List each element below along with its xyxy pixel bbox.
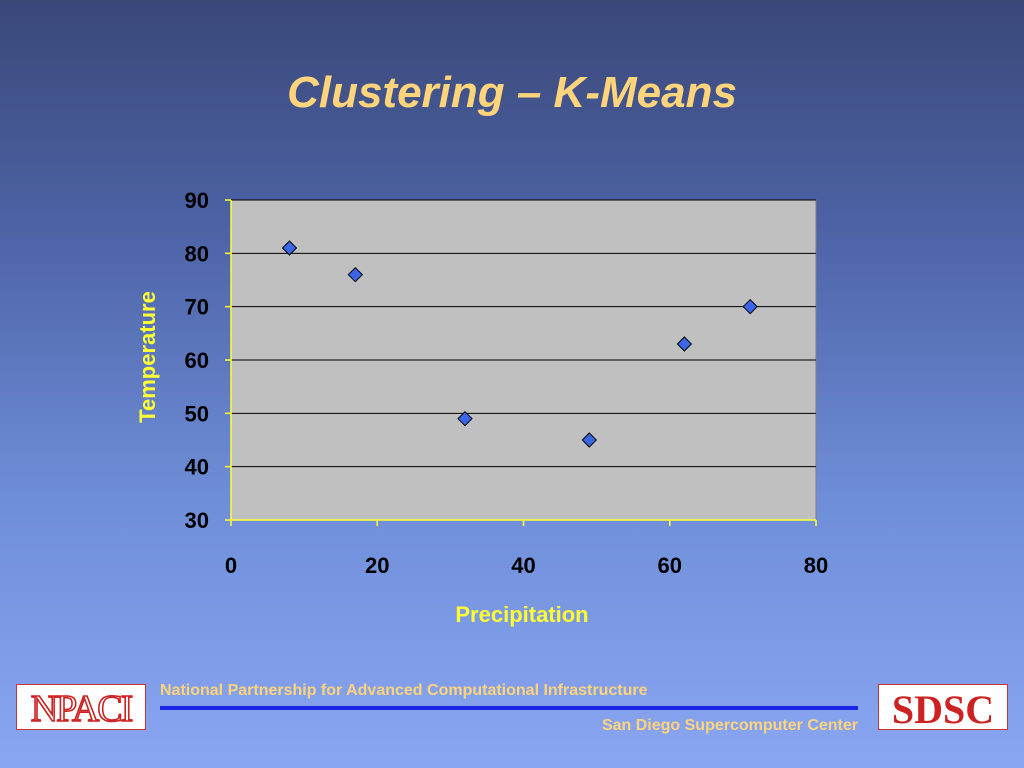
y-tick-label: 40 (185, 455, 209, 480)
x-axis-label: Precipitation (455, 602, 588, 627)
footer-divider (160, 706, 858, 710)
data-point (281, 240, 298, 256)
npaci-logo-mark: NPACI (30, 687, 135, 731)
svg-text:NPACI: NPACI (31, 688, 133, 729)
svg-text:SDSC: SDSC (892, 687, 994, 729)
npaci-logo: NPACI (16, 684, 146, 731)
y-tick-label: 80 (185, 241, 209, 266)
y-tick-label: 70 (185, 295, 209, 320)
data-point (457, 410, 473, 427)
y-tick-label: 90 (185, 188, 209, 213)
y-tick-label: 60 (185, 348, 209, 373)
sdsc-logo-mark: SDSC (892, 687, 994, 732)
x-tick-label: 80 (804, 553, 828, 578)
y-axis-label: Temperature (135, 291, 160, 423)
data-point (676, 336, 693, 352)
slide-title: Clustering – K-Means (287, 68, 737, 117)
data-point (347, 266, 364, 283)
y-tick-label: 50 (185, 401, 209, 426)
data-point (742, 298, 758, 315)
x-tick-label: 60 (658, 553, 682, 578)
sdsc-logo: SDSC (878, 684, 1008, 732)
scatter-chart: 0 20 40 60 80 30 40 50 60 70 80 90 Precipitation T… (135, 188, 828, 627)
data-point (581, 432, 598, 448)
x-tick-label: 20 (365, 553, 389, 578)
footer-center-name: San Diego Supercomputer Center (601, 717, 858, 734)
x-tick-label: 0 (225, 553, 237, 578)
y-tick-label: 30 (185, 508, 209, 533)
x-tick-label: 40 (511, 553, 535, 578)
footer-org-name: National Partnership for Advanced Comput… (160, 682, 648, 699)
